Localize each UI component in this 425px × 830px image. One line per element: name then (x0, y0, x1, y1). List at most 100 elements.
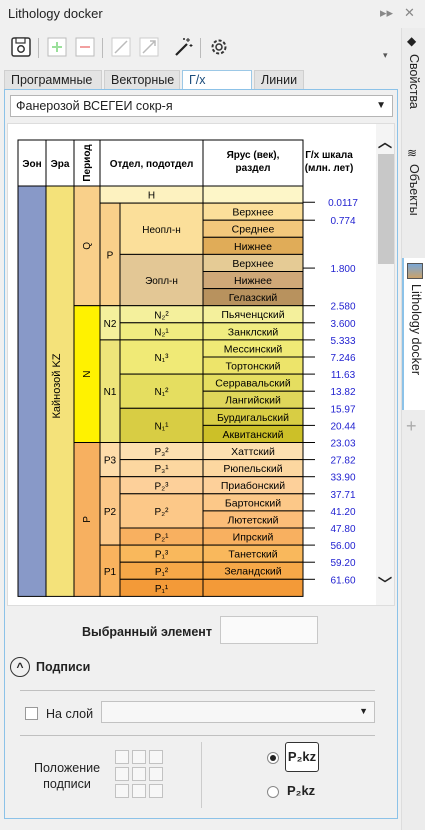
arrow-line-icon[interactable] (136, 34, 162, 60)
tab-gh-shkala[interactable]: Г/х шкала (182, 70, 252, 106)
header-age-line1: Г/х шкала (305, 150, 353, 161)
captions-section: ^ Подписи (10, 657, 90, 677)
stage-label: Ипрский (233, 532, 274, 544)
age-label: 59.20 (330, 558, 355, 569)
layer-select[interactable]: ▼ (101, 701, 375, 723)
tab-panel: Фанерозой ВСЕГЕИ сокр-я ▼ Эон Эра Период От… (4, 89, 398, 819)
stage-label: Приабонский (221, 480, 285, 492)
on-layer-checkbox[interactable] (25, 707, 38, 720)
subseries-label: P₁² (155, 567, 169, 578)
period-label: Q (82, 242, 93, 250)
subseries-label: P₁¹ (155, 584, 169, 595)
save-icon[interactable] (8, 34, 34, 60)
series-label: P3 (104, 456, 117, 467)
stage-label: Верхнее (232, 207, 273, 219)
stage-label: Лангийский (225, 395, 281, 407)
age-label: 33.90 (330, 473, 355, 484)
magic-wand-icon[interactable] (170, 34, 196, 60)
age-label: 37.71 (330, 490, 355, 501)
side-tab-objects[interactable]: ≋ Объекты (402, 144, 425, 244)
stratigraphic-chart: Эон Эра Период Отдел, подотдел Ярус (век), ра… (7, 123, 395, 606)
divider (20, 735, 375, 736)
stage-label: Занклский (228, 326, 279, 338)
remove-icon[interactable] (72, 34, 98, 60)
scale-select-value: Фанерозой ВСЕГЕИ сокр-я (16, 99, 173, 113)
age-label: 0.774 (330, 216, 355, 227)
series-cell (119, 202, 204, 255)
stage-label: Хаттский (231, 446, 275, 458)
series-label: P (107, 250, 114, 261)
subseries-label: P₃¹ (154, 464, 169, 475)
scale-select[interactable]: Фанерозой ВСЕГЕИ сокр-я ▼ (10, 95, 393, 117)
tab-linii[interactable]: Линии (254, 70, 304, 90)
subseries-label: P₂¹ (155, 533, 170, 544)
age-label: 7.246 (330, 353, 355, 364)
side-tab-lithology-label: Lithology docker (409, 284, 423, 376)
subseries-label: N₁² (155, 387, 170, 398)
subseries-cell (119, 339, 204, 375)
age-label: 5.333 (330, 336, 355, 347)
age-label: 13.82 (330, 387, 355, 398)
caption-sample-plain[interactable]: P₂kz (287, 783, 316, 798)
side-tab-lithology[interactable]: Lithology docker (402, 258, 425, 410)
age-label: 27.82 (330, 456, 355, 467)
period-cell (73, 442, 101, 597)
era-label: Кайнозой KZ (51, 353, 63, 418)
scroll-down-icon[interactable]: ﹀ (378, 576, 392, 592)
stage-label: Лютетский (228, 514, 279, 526)
stage-label: Мессинский (224, 343, 283, 355)
title-bar (0, 0, 425, 28)
caption-style-radio-1[interactable] (267, 752, 279, 764)
caption-style-radio-2[interactable] (267, 786, 279, 798)
scroll-up-icon[interactable]: ︿ (378, 134, 392, 150)
stage-label: Аквитанский (223, 429, 284, 441)
position-grid[interactable] (115, 750, 169, 804)
chevron-down-icon: ▼ (359, 706, 368, 716)
stage-cell (202, 185, 304, 204)
window-title: Lithology docker (8, 6, 103, 21)
tab-vektornye[interactable]: Векторные (104, 70, 180, 90)
stage-label: Бурдигальский (217, 412, 289, 424)
on-layer-label: На слой (46, 707, 94, 721)
series-label: N2 (104, 319, 117, 330)
chart-header-row (17, 139, 304, 187)
stage-label: Рюпельский (223, 463, 282, 475)
position-label: Положение подписи (33, 761, 101, 791)
tab-programmnye[interactable]: Программные (4, 70, 102, 90)
chart-scrollbar[interactable]: ︿ ﹀ (376, 124, 394, 605)
period-label: N (82, 370, 93, 377)
series-label: N1 (104, 387, 117, 398)
stage-cell (202, 578, 304, 597)
subseries-label: N₂² (154, 310, 169, 321)
subseries-label: P₂³ (155, 481, 170, 492)
stage-label: Зеландский (224, 566, 281, 578)
subseries-label: N₁¹ (155, 421, 170, 432)
series-label: P2 (104, 507, 117, 518)
series-label: H (148, 191, 155, 202)
eon-column (17, 185, 47, 597)
age-label: 56.00 (330, 541, 355, 552)
scrollbar-thumb[interactable] (378, 154, 394, 264)
caption-sample-boxed[interactable]: P₂kz (285, 742, 319, 772)
lithology-icon (407, 263, 423, 279)
age-label: 11.63 (331, 370, 356, 381)
side-tab-objects-label: Объекты (407, 164, 421, 216)
header-period: Период (82, 144, 93, 182)
age-label: 2.580 (330, 302, 355, 313)
stage-label: Тортонский (226, 361, 281, 373)
series-cell (119, 253, 204, 307)
stage-label: Пьяченцский (221, 309, 284, 321)
collapse-captions-icon[interactable]: ^ (10, 657, 30, 677)
add-docker-icon[interactable]: + (406, 416, 417, 436)
toolbar-overflow-icon[interactable]: ▾ (383, 50, 388, 60)
gear-icon[interactable] (206, 34, 232, 60)
close-icon[interactable]: ✕ (404, 5, 415, 20)
age-label: 47.80 (330, 524, 355, 535)
line-icon[interactable] (108, 34, 134, 60)
header-age-line2: (млн. лет) (305, 163, 354, 174)
add-icon[interactable] (44, 34, 70, 60)
side-tab-properties[interactable]: ◆ Свойства (402, 30, 425, 130)
age-label: 3.600 (330, 319, 355, 330)
collapse-icon[interactable]: ▸▸ (380, 5, 394, 20)
age-label: 0.0117 (328, 198, 358, 209)
